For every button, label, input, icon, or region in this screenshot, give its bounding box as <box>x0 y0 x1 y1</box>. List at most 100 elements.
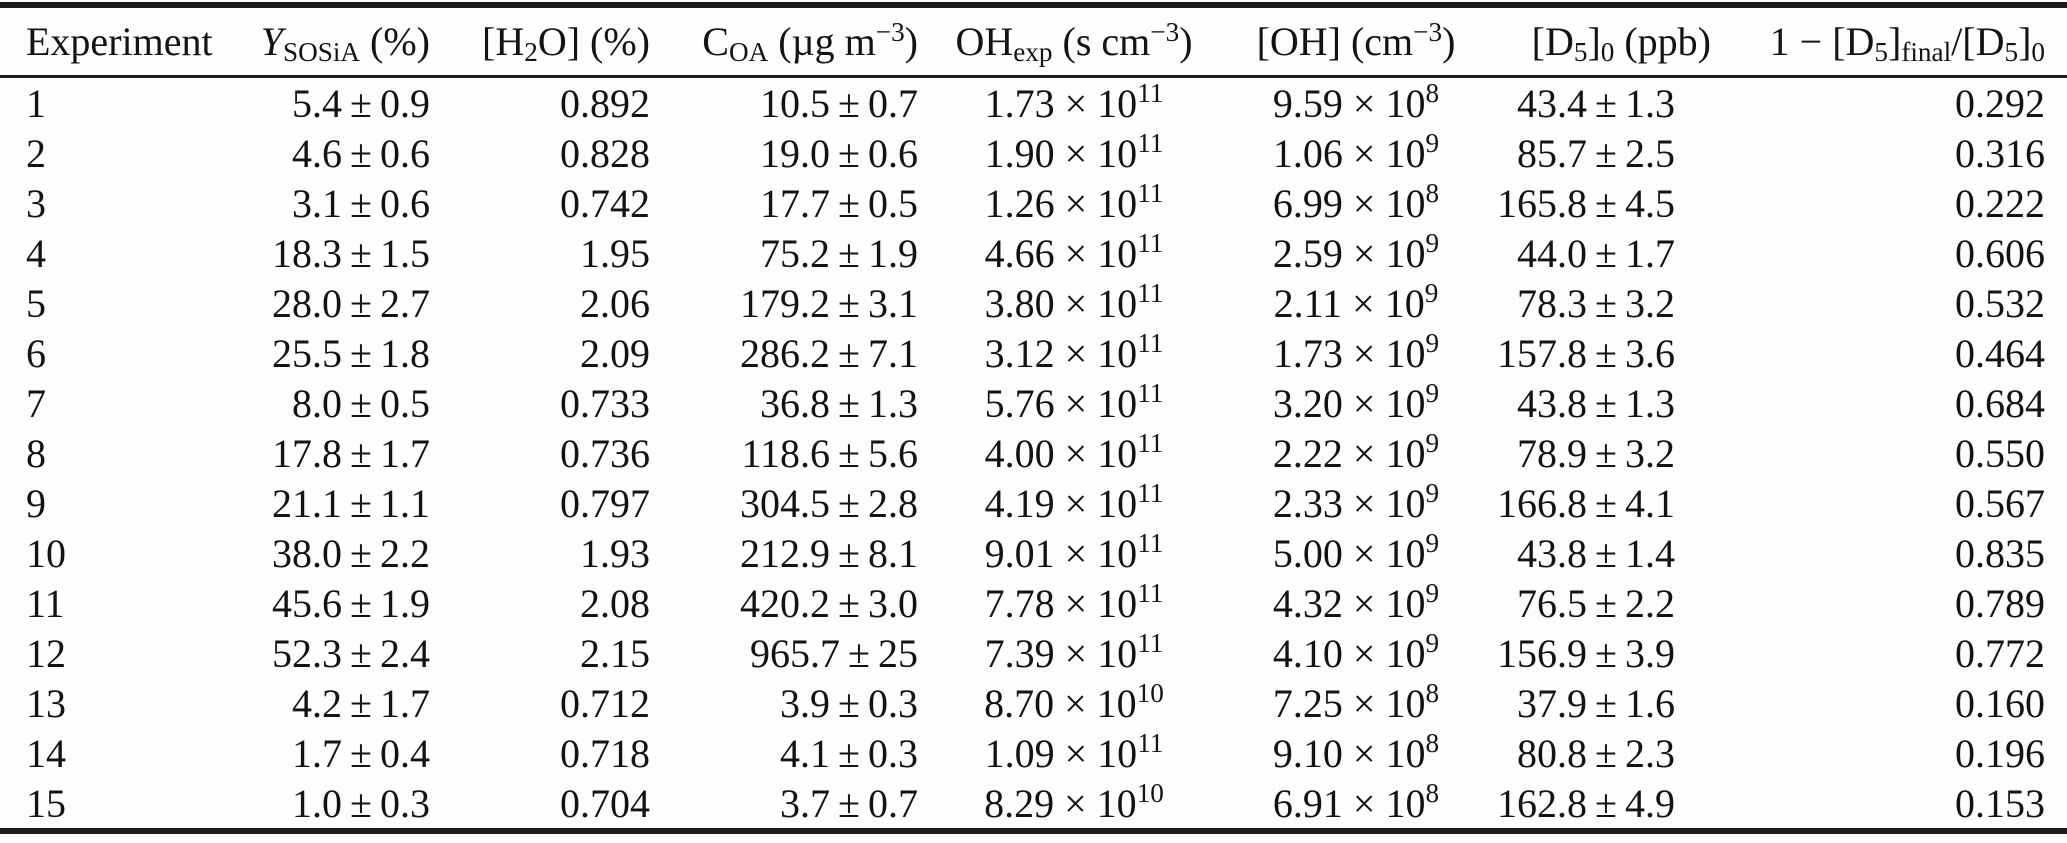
header-text-segment: (s cm <box>1052 19 1151 64</box>
cell-c-oa: 286.2 ± 7.1 <box>740 330 918 376</box>
cell-d5-initial: 157.8 ± 3.6 <box>1497 330 1675 376</box>
cell-y-sosia: 5.4 ± 0.9 <box>292 80 430 126</box>
cell-d5-initial: 166.8 ± 4.1 <box>1497 480 1675 526</box>
header-text-segment: [OH] (cm <box>1256 19 1414 64</box>
cell-experiment: 10 <box>26 530 66 576</box>
cell-y-sosia: 1.7 ± 0.4 <box>292 730 430 776</box>
cell-oh: 5.00 × 109 <box>1272 528 1440 576</box>
cell-d5-consumed: 0.292 <box>1955 80 2045 126</box>
exponent: 9 <box>1425 528 1440 559</box>
table-row: 15 1.0 ± 0.3 0.704 3.7 ± 0.7 8.29 × 1010 6.91… <box>0 778 2067 831</box>
exponent: 8 <box>1425 178 1440 209</box>
cell-d5-initial: 76.5 ± 2.2 <box>1517 580 1675 626</box>
header-text-segment: SOSiA <box>282 36 361 67</box>
table-row: 14 1.7 ± 0.4 0.718 4.1 ± 0.3 1.09 × 1011 9.10… <box>0 728 2067 778</box>
header-text-segment: ] <box>1888 19 1902 64</box>
column-header-d5-consumed: 1 − [D5]final/[D5]0 <box>1725 5 2067 77</box>
column-header-y-sosia: YSOSiA (%) <box>230 5 430 77</box>
exponent: 11 <box>1137 328 1164 359</box>
cell-d5-consumed: 0.222 <box>1955 180 2045 226</box>
header-text-segment: /[D <box>1951 19 2005 64</box>
column-header-c-oa: COA (µg m−3) <box>650 5 918 77</box>
exponent: 11 <box>1137 528 1164 559</box>
cell-oh: 4.32 × 109 <box>1272 578 1440 626</box>
cell-experiment: 11 <box>26 580 65 626</box>
cell-d5-consumed: 0.153 <box>1955 780 2045 826</box>
exponent: 11 <box>1137 478 1164 509</box>
cell-y-sosia: 38.0 ± 2.2 <box>272 530 430 576</box>
cell-d5-initial: 78.3 ± 3.2 <box>1517 280 1675 326</box>
table-row: 4 18.3 ± 1.5 1.95 75.2 ± 1.9 4.66 × 1011 2.59… <box>0 228 2067 278</box>
exponent: 10 <box>1136 778 1164 809</box>
cell-c-oa: 212.9 ± 8.1 <box>740 530 918 576</box>
cell-oh-exp: 4.19 × 1011 <box>984 478 1164 526</box>
cell-y-sosia: 45.6 ± 1.9 <box>272 580 430 626</box>
header-text-segment: 1 − [D <box>1769 19 1875 64</box>
exponent: 11 <box>1137 378 1164 409</box>
exponent: 9 <box>1425 228 1440 259</box>
cell-oh: 1.73 × 109 <box>1272 328 1440 376</box>
cell-oh-exp: 1.90 × 1011 <box>984 128 1164 176</box>
header-text-segment: (%) <box>360 19 430 64</box>
exponent: 11 <box>1137 628 1164 659</box>
exponent: 9 <box>1425 628 1440 659</box>
cell-c-oa: 965.7 ± 25 <box>750 630 918 676</box>
cell-h2o: 0.718 <box>560 730 650 776</box>
cell-d5-consumed: 0.772 <box>1955 630 2045 676</box>
exponent: 8 <box>1425 778 1440 809</box>
cell-h2o: 2.08 <box>580 580 650 626</box>
cell-c-oa: 10.5 ± 0.7 <box>760 80 918 126</box>
cell-h2o: 1.95 <box>580 230 650 276</box>
cell-h2o: 0.828 <box>560 130 650 176</box>
cell-experiment: 14 <box>26 730 66 776</box>
table-body: 1 5.4 ± 0.9 0.892 10.5 ± 0.7 1.73 × 1011 9.59… <box>0 77 2067 832</box>
cell-c-oa: 19.0 ± 0.6 <box>760 130 918 176</box>
header-text-segment: ] <box>2018 19 2032 64</box>
cell-oh-exp: 7.39 × 1011 <box>984 628 1164 676</box>
cell-experiment: 15 <box>26 780 66 826</box>
cell-oh-exp: 1.09 × 1011 <box>984 728 1164 776</box>
header-text-segment: 0 <box>2031 36 2045 67</box>
exponent: 9 <box>1425 128 1440 159</box>
cell-d5-consumed: 0.789 <box>1955 580 2045 626</box>
column-header-oh-exp: OHexp (s cm−3) <box>918 5 1230 77</box>
cell-c-oa: 304.5 ± 2.8 <box>740 480 918 526</box>
header-text-segment: (µg m <box>768 19 876 64</box>
cell-h2o: 2.15 <box>580 630 650 676</box>
cell-d5-initial: 43.8 ± 1.3 <box>1517 380 1675 426</box>
cell-d5-initial: 85.7 ± 2.5 <box>1517 130 1675 176</box>
cell-experiment: 4 <box>26 230 46 276</box>
cell-oh-exp: 1.26 × 1011 <box>984 178 1164 226</box>
cell-experiment: 1 <box>26 80 46 126</box>
cell-d5-initial: 165.8 ± 4.5 <box>1497 180 1675 226</box>
header-row: Experiment YSOSiA (%) [H2O] (%) COA (µg m−3… <box>0 5 2067 77</box>
column-header-oh: [OH] (cm−3) <box>1230 5 1482 77</box>
cell-experiment: 12 <box>26 630 66 676</box>
header-text-segment: exp <box>1013 36 1053 67</box>
header-text-segment: −3 <box>1150 16 1180 47</box>
cell-oh: 7.25 × 108 <box>1272 678 1440 726</box>
cell-oh-exp: 1.73 × 1011 <box>984 78 1164 126</box>
cell-d5-consumed: 0.684 <box>1955 380 2045 426</box>
cell-y-sosia: 17.8 ± 1.7 <box>272 430 430 476</box>
cell-oh: 2.11 × 109 <box>1273 278 1439 326</box>
cell-oh-exp: 8.70 × 1010 <box>984 678 1164 726</box>
exponent: 9 <box>1425 578 1440 609</box>
cell-oh: 2.59 × 109 <box>1272 228 1440 276</box>
table-row: 6 25.5 ± 1.8 2.09 286.2 ± 7.1 3.12 × 1011 1.7… <box>0 328 2067 378</box>
cell-h2o: 0.736 <box>560 430 650 476</box>
exponent: 9 <box>1424 278 1439 309</box>
header-text-segment: −3 <box>1413 16 1443 47</box>
cell-y-sosia: 21.1 ± 1.1 <box>272 480 430 526</box>
exponent: 11 <box>1137 278 1164 309</box>
cell-oh: 1.06 × 109 <box>1272 128 1440 176</box>
cell-c-oa: 3.7 ± 0.7 <box>780 780 918 826</box>
cell-d5-initial: 44.0 ± 1.7 <box>1517 230 1675 276</box>
cell-oh-exp: 7.78 × 1011 <box>984 578 1164 626</box>
exponent: 8 <box>1425 678 1440 709</box>
header-text-segment: Y <box>260 19 283 64</box>
header-text-segment: 5 <box>2004 36 2019 67</box>
cell-d5-initial: 156.9 ± 3.9 <box>1497 630 1675 676</box>
exponent: 11 <box>1137 578 1164 609</box>
